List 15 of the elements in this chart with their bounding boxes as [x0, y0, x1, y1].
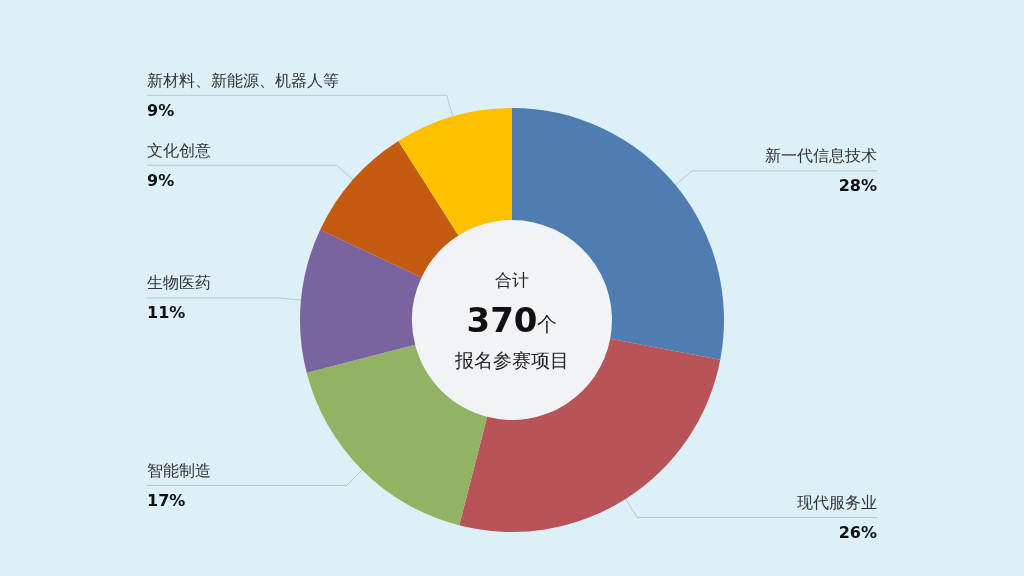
slice-label: 智能制造 — [147, 460, 211, 480]
text: 报名参赛项目 — [454, 349, 569, 371]
slice-label: 新一代信息技术 — [765, 146, 877, 166]
data-label: 9% — [147, 100, 175, 120]
slice-label: 新材料、新能源、机器人等 — [147, 70, 339, 90]
slice-label: 文化创意 — [147, 140, 211, 160]
text: 合计 — [495, 270, 529, 290]
text: 370个 — [466, 300, 558, 340]
slice-label: 现代服务业 — [797, 493, 877, 513]
data-label: 11% — [147, 303, 186, 323]
slice-label: 生物医药 — [147, 273, 211, 293]
data-label: 28% — [838, 176, 877, 196]
data-label: 26% — [838, 523, 877, 543]
data-label: 9% — [147, 170, 175, 190]
data-label: 17% — [147, 490, 186, 510]
